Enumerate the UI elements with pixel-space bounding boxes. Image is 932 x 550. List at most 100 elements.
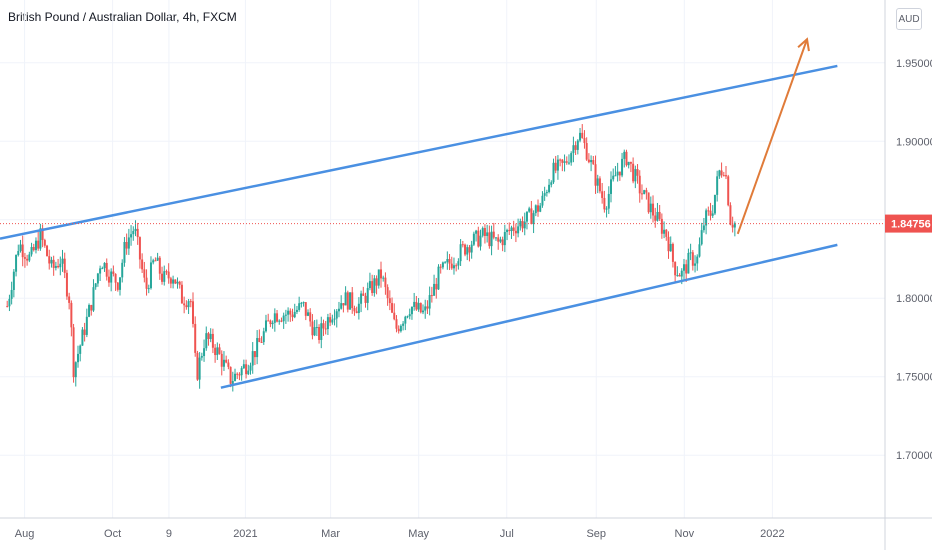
candle-body — [156, 257, 159, 261]
candle-body — [85, 316, 88, 335]
candle-body — [413, 301, 416, 307]
candle-body — [34, 240, 37, 251]
candle-body — [452, 265, 455, 269]
candle-body — [344, 292, 347, 306]
candle-body — [83, 329, 86, 335]
candle-body — [158, 257, 161, 274]
candle-body — [579, 132, 582, 141]
candle-body — [676, 275, 679, 277]
candle-body — [612, 175, 615, 180]
candle-body — [23, 257, 26, 259]
candle-body — [671, 243, 674, 262]
candle-body — [483, 228, 486, 236]
candle-body — [240, 368, 243, 376]
candle-body — [48, 256, 51, 264]
candle-body — [534, 205, 537, 214]
candle-body — [382, 277, 385, 279]
candle-body — [249, 365, 252, 371]
candle-body — [437, 266, 440, 290]
x-tick-label: Oct — [104, 528, 121, 540]
candle-body — [636, 169, 639, 176]
candle-body — [242, 364, 245, 369]
candles — [6, 124, 736, 392]
candle-body — [377, 269, 380, 286]
candle-body — [514, 230, 517, 234]
candle-body — [65, 272, 68, 297]
candle-body — [393, 312, 396, 320]
currency-button[interactable]: AUD — [896, 8, 922, 30]
candle-body — [492, 231, 495, 238]
candle-body — [541, 195, 544, 206]
candle-body — [652, 203, 655, 216]
candle-body — [349, 292, 352, 310]
candle-body — [39, 228, 42, 249]
candle-body — [649, 203, 652, 213]
candle-body — [130, 234, 133, 238]
candle-body — [6, 306, 9, 308]
candle-body — [10, 289, 13, 299]
candle-body — [481, 228, 484, 236]
candle-body — [136, 228, 139, 238]
candle-body — [446, 259, 449, 263]
candle-body — [654, 215, 657, 221]
channel-lower-line — [220, 243, 838, 389]
candle-body — [410, 306, 413, 315]
candle-body — [499, 239, 502, 242]
candle-body — [543, 193, 546, 196]
candle-body — [395, 319, 398, 329]
current-price-badge — [885, 214, 932, 233]
projection-arrow-head — [797, 37, 810, 52]
candle-body — [497, 237, 500, 242]
candle-body — [172, 279, 175, 284]
candle-body — [561, 159, 564, 163]
candle-body — [590, 160, 593, 163]
candle-body — [506, 229, 509, 233]
candle-body — [54, 265, 57, 268]
candle-body — [234, 373, 237, 381]
candle-body — [256, 338, 259, 358]
candle-body — [640, 193, 643, 195]
candle-body — [52, 259, 55, 268]
candle-body — [700, 230, 703, 245]
candle-body — [138, 237, 141, 260]
candle-body — [475, 230, 478, 234]
candle-body — [258, 338, 261, 343]
candle-body — [563, 161, 566, 163]
candle-body — [731, 224, 734, 228]
candle-body — [342, 303, 345, 306]
candle-body — [200, 356, 203, 358]
candle-body — [362, 293, 365, 296]
candle-body — [154, 260, 157, 262]
candle-body — [134, 228, 137, 231]
candle-body — [143, 269, 146, 278]
candle-body — [713, 194, 716, 214]
candle-body — [596, 178, 599, 186]
candle-body — [227, 362, 230, 367]
candle-body — [621, 158, 624, 176]
candle-body — [191, 301, 194, 324]
candle-body — [550, 182, 553, 185]
candle-body — [501, 239, 504, 246]
candle-body — [439, 266, 442, 268]
candle-body — [101, 268, 104, 270]
candle-body — [678, 275, 681, 277]
candle-body — [165, 271, 168, 273]
candle-body — [448, 259, 451, 264]
candle-body — [231, 380, 234, 384]
candle-body — [402, 323, 405, 326]
candle-body — [322, 323, 325, 329]
candle-body — [291, 314, 294, 318]
candle-body — [581, 132, 584, 138]
candle-body — [548, 184, 551, 193]
candle-body — [247, 370, 250, 375]
candle-body — [517, 226, 520, 234]
candle-body — [229, 366, 232, 384]
candle-body — [96, 273, 99, 284]
candle-body — [523, 221, 526, 229]
candle-body — [680, 270, 683, 277]
candle-body — [598, 178, 601, 192]
candle-body — [399, 325, 402, 332]
candle-body — [696, 256, 699, 264]
candle-body — [567, 162, 570, 164]
